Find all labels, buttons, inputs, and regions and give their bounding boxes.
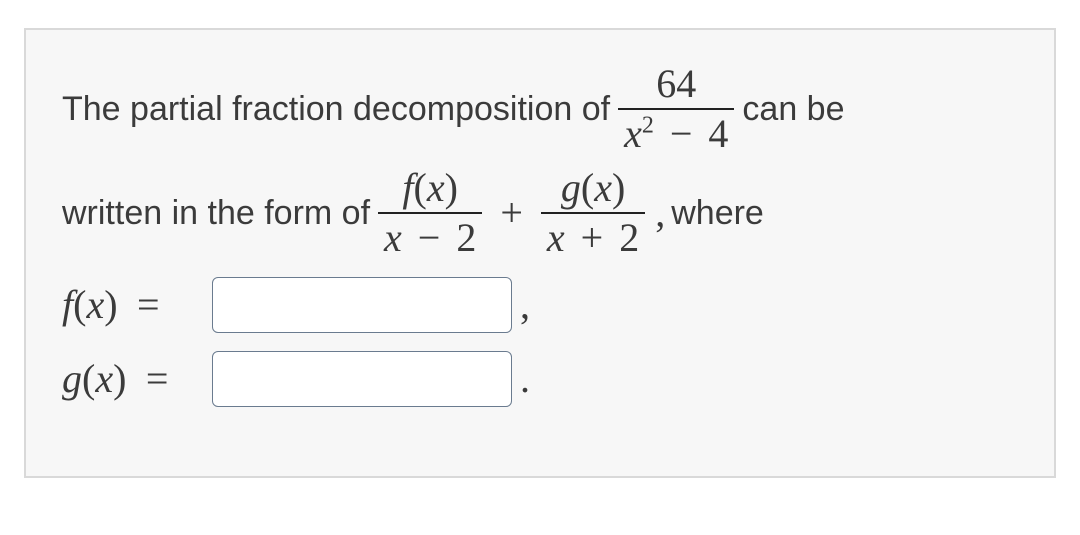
f-punct: , [520,273,530,337]
term1-rp: ) [445,165,458,210]
term2-den: x + 2 [541,216,645,260]
g-input[interactable] [212,351,512,407]
den-exp: 2 [642,113,654,139]
term1-num: f(x) [396,166,464,210]
f-label-lp: ( [73,282,86,327]
term1-den: x − 2 [378,216,482,260]
f-label-rp: ) [104,282,117,327]
f-label: f(x) = [62,273,212,337]
term2-fraction: g(x) x + 2 [541,166,645,260]
f-label-eq: = [137,282,160,327]
main-fraction: 64 x2 − 4 [618,62,734,156]
term1-f: f [402,165,413,210]
g-label-lp: ( [82,356,95,401]
line2-suffix: where [671,186,764,240]
term2-den-op: + [581,215,604,260]
g-label: g(x) = [62,347,212,411]
term1-lp: ( [414,165,427,210]
term2-den-c: 2 [619,215,639,260]
term1-fraction: f(x) x − 2 [378,166,482,260]
term1-bar [378,212,482,214]
line1-suffix: can be [742,82,844,136]
line1-prefix: The partial fraction decomposition of [62,82,610,136]
main-frac-bar [618,108,734,110]
g-answer-row: g(x) = . [62,344,1018,414]
term2-lp: ( [581,165,594,210]
term1-den-x: x [384,215,402,260]
term1-den-op: − [418,215,441,260]
den-x: x [624,111,642,156]
den-const: 4 [708,111,728,156]
f-label-x: x [86,282,104,327]
line2-prefix: written in the form of [62,186,370,240]
term2-x: x [594,165,612,210]
f-label-f: f [62,282,73,327]
line-2: written in the form of f(x) x − 2 + g(x)… [62,166,1018,260]
f-answer-row: f(x) = , [62,270,1018,340]
plus-op: + [500,181,523,245]
term2-bar [541,212,645,214]
g-punct: . [520,347,530,411]
line-1: The partial fraction decomposition of 64… [62,62,1018,156]
term2-g: g [561,165,581,210]
term2-rp: ) [612,165,625,210]
g-label-rp: ) [113,356,126,401]
f-input[interactable] [212,277,512,333]
main-frac-den: x2 − 4 [618,112,734,156]
line2-comma: , [655,181,665,245]
g-label-x: x [95,356,113,401]
problem-card: The partial fraction decomposition of 64… [24,28,1056,478]
term2-num: g(x) [555,166,631,210]
den-minus: − [670,111,693,156]
term1-x: x [427,165,445,210]
g-label-g: g [62,356,82,401]
term1-den-c: 2 [456,215,476,260]
term2-den-x: x [547,215,565,260]
main-frac-num: 64 [650,62,702,106]
g-label-eq: = [146,356,169,401]
